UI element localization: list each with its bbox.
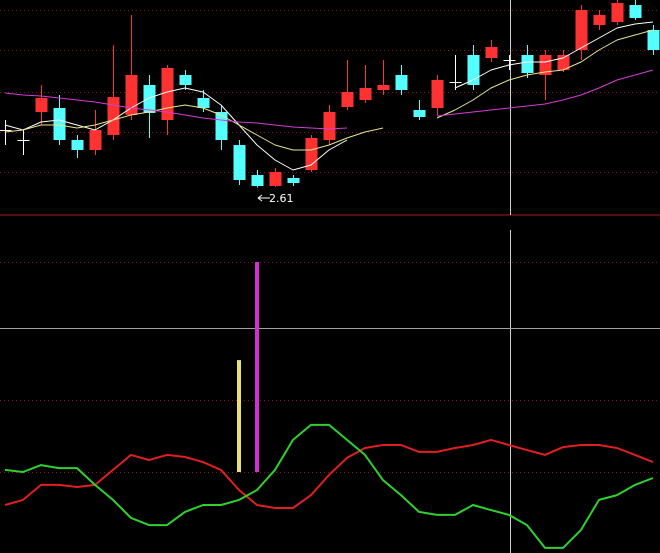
candle-body: [35, 98, 48, 112]
candle-body: [89, 130, 102, 150]
candle-body: [629, 5, 642, 18]
candle-body: [17, 140, 30, 141]
candle-body: [197, 98, 210, 108]
candle-body: [143, 85, 156, 113]
signal-bar: [255, 262, 259, 472]
series-line: [4, 21, 654, 171]
candle-body: [467, 55, 480, 85]
candle-body: [0, 130, 12, 131]
candle-body: [107, 97, 120, 135]
candle-body: [647, 30, 660, 50]
low-label: 2.61: [269, 192, 294, 205]
candle-body: [485, 47, 498, 58]
candle-body: [539, 55, 552, 75]
candle-body: [269, 172, 282, 186]
candle-body: [71, 140, 84, 150]
candle-body: [359, 88, 372, 100]
candle-body: [503, 60, 516, 61]
candle-body: [395, 75, 408, 90]
candle-body: [287, 178, 300, 183]
candle-body: [53, 108, 66, 140]
candle-body: [611, 3, 624, 22]
candle-body: [575, 10, 588, 50]
candle-body: [449, 82, 462, 83]
candle-body: [233, 145, 246, 180]
candle-body: [341, 92, 354, 107]
series-line: [4, 29, 654, 151]
series-line: [4, 423, 654, 549]
series-line: [4, 438, 654, 509]
series-line: [4, 69, 654, 130]
candle-body: [215, 112, 228, 140]
candle-body: [377, 85, 390, 90]
signal-bar: [237, 360, 241, 472]
candle-body: [179, 75, 192, 85]
candle-body: [323, 112, 336, 140]
candle-body: [431, 80, 444, 108]
candle-body: [593, 15, 606, 25]
candle-body: [521, 55, 534, 73]
candle-body: [413, 110, 426, 117]
low-arrow-head: [257, 194, 263, 202]
candle-body: [125, 75, 138, 115]
candle-body: [251, 175, 264, 186]
